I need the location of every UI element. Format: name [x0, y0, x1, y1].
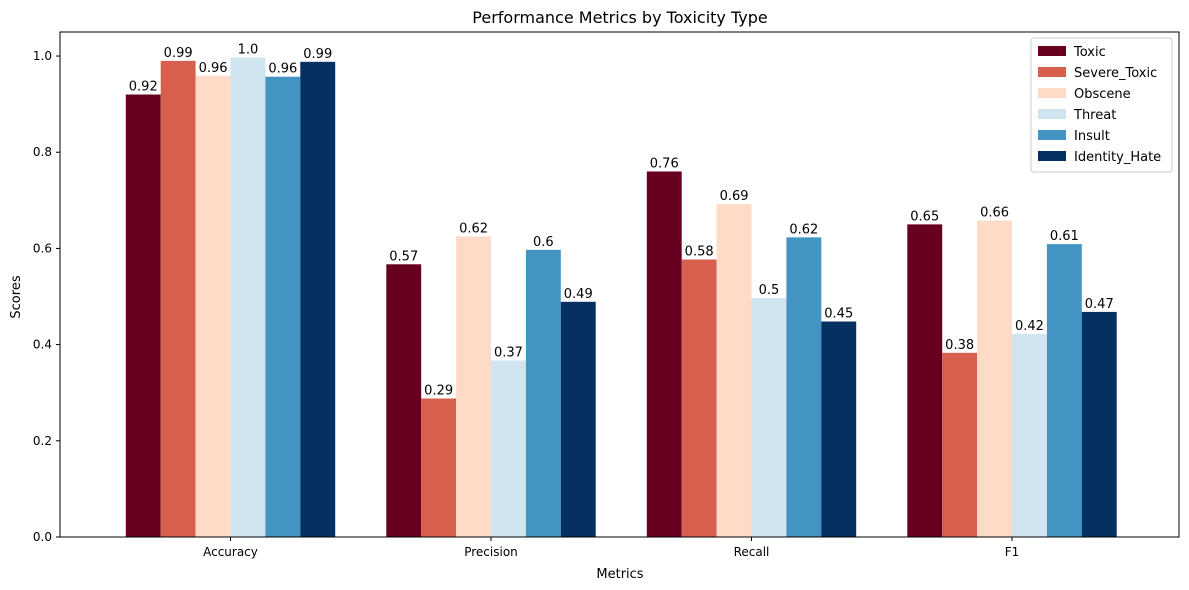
y-tick-label: 1.0	[33, 49, 52, 63]
bar-toxic-f1	[907, 224, 943, 537]
legend-label: Severe_Toxic	[1074, 66, 1157, 81]
data-label: 0.37	[494, 345, 523, 360]
data-label: 0.96	[199, 61, 228, 76]
data-label: 0.99	[303, 47, 332, 62]
data-label: 0.49	[564, 287, 593, 302]
bar-identity-hate-recall	[821, 321, 857, 537]
data-label: 0.76	[650, 156, 679, 171]
data-label: 0.47	[1085, 297, 1114, 312]
data-label: 0.62	[789, 222, 818, 237]
legend-swatch-threat	[1038, 109, 1066, 119]
bar-identity-hate-precision	[560, 301, 596, 537]
data-label: 0.6	[533, 235, 554, 250]
legend: Toxic Severe_Toxic Obscene Threat Insult Iden…	[1030, 37, 1173, 173]
bar-threat-precision	[491, 360, 526, 537]
data-label: 0.29	[424, 383, 453, 398]
data-label: 0.45	[824, 307, 853, 322]
data-label: 0.61	[1050, 229, 1079, 244]
data-label: 0.69	[720, 189, 749, 204]
bar-severe-toxic-recall	[681, 259, 717, 537]
data-label: 0.66	[980, 206, 1009, 221]
x-tick-label: F1	[1005, 545, 1020, 559]
bar-obscene-recall	[716, 204, 752, 537]
bar-insult-precision	[525, 249, 561, 537]
y-axis-label: Scores	[9, 275, 24, 318]
data-label: 0.42	[1015, 319, 1044, 334]
data-label: 0.5	[759, 283, 780, 298]
bar-threat-f1	[1012, 334, 1047, 537]
legend-swatch-obscene	[1038, 88, 1066, 98]
legend-label: Threat	[1073, 108, 1116, 123]
x-tick-label: Accuracy	[203, 545, 258, 559]
data-label: 0.58	[685, 244, 714, 259]
plot-frame	[59, 31, 1180, 538]
data-label: 0.57	[389, 249, 418, 264]
data-labels-group: 0.92 0.99 0.96 1.0 0.96 0.99 0.57 0.29 0.62 0.37 0…	[129, 42, 1114, 398]
bar-toxic-precision	[386, 264, 422, 537]
y-tick-label: 0.0	[33, 530, 52, 544]
bar-insult-accuracy	[265, 76, 301, 537]
bar-toxic-recall	[646, 171, 682, 538]
bar-severe-toxic-accuracy	[160, 60, 196, 538]
y-tick-label: 0.8	[33, 145, 52, 159]
legend-label: Toxic	[1073, 45, 1106, 60]
x-tick-label: Recall	[734, 545, 770, 559]
legend-swatch-identity-hate	[1038, 151, 1066, 161]
data-label: 0.92	[129, 80, 158, 95]
bar-obscene-accuracy	[195, 75, 231, 538]
data-label: 0.38	[945, 338, 974, 353]
y-tick-label: 0.4	[33, 338, 52, 352]
chart-title: Performance Metrics by Toxicity Type	[472, 8, 767, 27]
bar-threat-recall	[751, 297, 787, 537]
x-tick-label: Precision	[464, 545, 518, 559]
bars-group	[125, 57, 1117, 538]
legend-box	[1030, 37, 1173, 173]
data-label: 0.65	[910, 209, 939, 224]
bar-identity-hate-accuracy	[300, 61, 336, 537]
bar-identity-hate-f1	[1081, 311, 1117, 537]
data-label: 0.99	[164, 46, 193, 61]
bar-obscene-f1	[977, 220, 1012, 537]
x-axis-label: Metrics	[596, 567, 643, 582]
y-tick-label: 0.2	[33, 434, 52, 448]
legend-label: Insult	[1074, 129, 1110, 144]
data-label: 0.62	[459, 221, 488, 236]
data-label: 1.0	[238, 42, 259, 57]
bar-obscene-precision	[456, 236, 491, 537]
legend-swatch-severe-toxic	[1038, 67, 1066, 77]
bar-toxic-accuracy	[125, 94, 161, 538]
data-label: 0.96	[268, 62, 297, 77]
y-tick-label: 0.6	[33, 241, 52, 255]
bar-insult-recall	[786, 237, 822, 537]
legend-label: Obscene	[1074, 87, 1131, 102]
bar-severe-toxic-f1	[942, 352, 978, 537]
legend-swatch-toxic	[1038, 46, 1066, 56]
axes-group: 0.0 0.2 0.4 0.6 0.8 1.0 Accuracy Precision Recal…	[33, 31, 1180, 559]
bar-insult-f1	[1046, 244, 1082, 537]
legend-swatch-insult	[1038, 130, 1066, 140]
bar-severe-toxic-precision	[421, 398, 457, 537]
bar-threat-accuracy	[230, 57, 266, 538]
legend-label: Identity_Hate	[1074, 150, 1161, 165]
